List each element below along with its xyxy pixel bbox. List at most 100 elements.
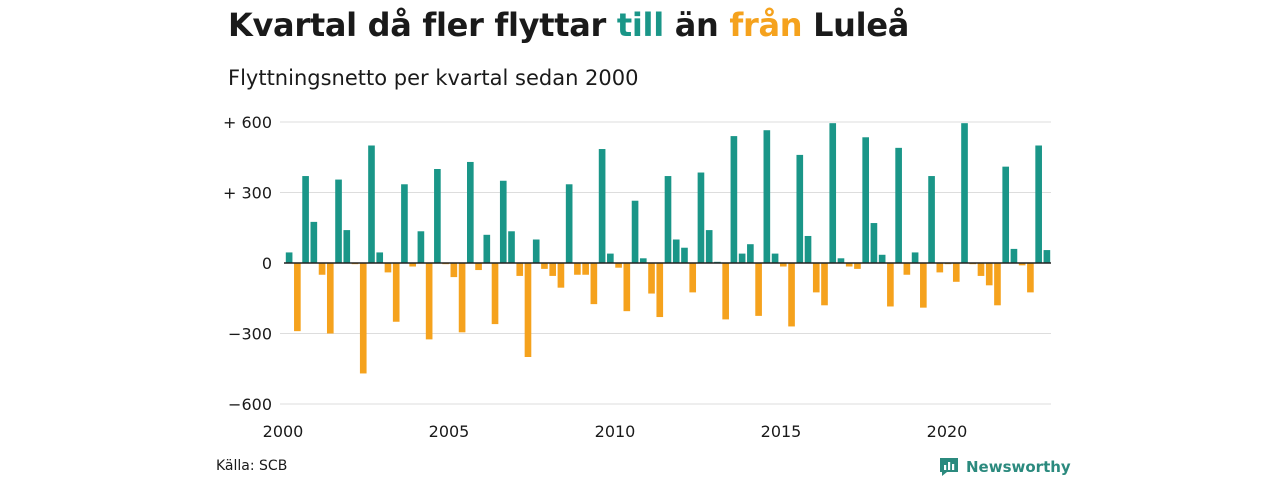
bar-2017-q4 (870, 223, 878, 263)
bar-2013-q4 (738, 253, 746, 263)
bar-2001-q4 (343, 230, 351, 263)
bar-2000-q3 (302, 176, 309, 263)
bar-2010-q2 (623, 263, 631, 312)
bar-2020-q2 (952, 263, 960, 282)
bar-2008-q2 (557, 263, 565, 288)
bar-2011-q2 (656, 263, 664, 318)
bar-2001-q2 (326, 263, 334, 334)
bar-2012-q2 (689, 263, 697, 293)
newsworthy-logo-icon (940, 458, 958, 476)
source-note: Källa: SCB (216, 458, 288, 474)
x-tick-label: 2015 (761, 422, 802, 441)
bar-2007-q2 (524, 263, 532, 357)
bar-2004-q1 (417, 231, 425, 263)
bar-2019-q1 (911, 252, 919, 263)
brand-label: Newsworthy (966, 458, 1071, 476)
y-tick-label: 0 (262, 254, 272, 273)
bar-2020-q3 (961, 123, 968, 264)
bar-2012-q1 (681, 247, 688, 263)
bar-2016-q3 (829, 123, 837, 264)
bar-2003-q3 (401, 184, 408, 263)
bar-2022-q1 (1010, 248, 1018, 263)
bar-2021-q1 (977, 263, 985, 276)
bar-2014-q1 (747, 244, 754, 263)
title-part-3: Luleå (802, 6, 910, 44)
newsworthy-brand: Newsworthy (938, 456, 1071, 478)
bar-2006-q3 (499, 180, 507, 263)
bar-2006-q1 (483, 234, 491, 263)
bar-2013-q2 (722, 263, 729, 320)
y-tick-label: −600 (228, 395, 272, 414)
bar-2002-q3 (368, 145, 375, 263)
bar-2007-q1 (516, 263, 524, 276)
bar-2010-q4 (639, 258, 647, 263)
y-tick-label: −300 (228, 325, 272, 344)
x-tick-label: 2010 (595, 422, 636, 441)
bar-2009-q2 (590, 263, 598, 305)
bar-2015-q2 (788, 263, 795, 327)
bar-2019-q2 (920, 263, 927, 308)
bar-2012-q4 (705, 230, 713, 263)
bar-2008-q3 (565, 184, 573, 263)
bar-2004-q2 (425, 263, 433, 340)
bar-2014-q3 (763, 130, 771, 263)
bar-2018-q2 (887, 263, 894, 307)
bar-2003-q4 (409, 263, 416, 267)
bar-2011-q1 (648, 263, 655, 294)
bar-2011-q4 (672, 239, 680, 263)
bar-2006-q2 (491, 263, 499, 325)
bar-2000-q1 (285, 252, 293, 263)
bar-2010-q1 (615, 263, 622, 268)
y-tick-label: + 300 (223, 184, 272, 203)
bar-2018-q1 (878, 254, 886, 263)
bar-2006-q4 (508, 231, 515, 263)
bar-2015-q1 (779, 263, 787, 267)
bar-2008-q4 (574, 263, 581, 275)
y-tick-label: + 600 (223, 113, 272, 132)
bar-2009-q3 (598, 149, 606, 263)
bar-2000-q2 (294, 263, 301, 332)
bar-2014-q4 (771, 253, 779, 263)
bar-2014-q2 (755, 263, 762, 316)
bar-2015-q4 (804, 235, 812, 263)
bar-2019-q3 (928, 176, 935, 263)
bar-2013-q3 (730, 136, 738, 263)
bar-2017-q1 (845, 263, 853, 267)
bar-2017-q3 (862, 137, 869, 263)
bar-2016-q2 (821, 263, 828, 306)
bar-2010-q3 (631, 200, 639, 263)
bar-2012-q3 (697, 172, 705, 263)
chart-title: Kvartal då fler flyttar till än från Lul… (228, 6, 909, 44)
bar-2022-q4 (1035, 145, 1042, 263)
bar-chart: + 600 + 300 0 −300 −600 2000 2005 2010 2015 2020 (223, 113, 1051, 441)
bar-2021-q4 (1002, 166, 1010, 263)
bar-2005-q3 (467, 161, 474, 263)
chart-subtitle: Flyttningsnetto per kvartal sedan 2000 (228, 66, 639, 90)
bar-2021-q2 (985, 263, 993, 286)
bar-2005-q1 (450, 263, 458, 278)
bar-2009-q1 (582, 263, 589, 275)
title-word-fran: från (729, 6, 803, 44)
bar-2011-q3 (664, 176, 672, 263)
x-axis-tick-labels: 2000 2005 2010 2015 2020 (263, 422, 968, 441)
x-tick-label: 2005 (429, 422, 470, 441)
title-part-2: än (663, 6, 730, 44)
title-part-1: Kvartal då fler flyttar (228, 6, 617, 44)
x-tick-label: 2020 (927, 422, 968, 441)
bar-2023-q1 (1043, 250, 1051, 263)
x-tick-label: 2000 (263, 422, 304, 441)
bar-2021-q3 (994, 263, 1001, 306)
bar-2015-q3 (796, 154, 804, 263)
bar-2019-q4 (936, 263, 944, 273)
y-axis-tick-labels: + 600 + 300 0 −300 −600 (223, 113, 272, 414)
bar-2022-q2 (1018, 263, 1026, 266)
bar-2018-q3 (895, 147, 902, 263)
bar-2008-q1 (549, 263, 557, 276)
bar-2005-q4 (475, 263, 482, 271)
bar-2000-q4 (310, 221, 318, 264)
bar-2017-q2 (854, 263, 861, 269)
bar-2022-q3 (1027, 263, 1034, 293)
bar-2018-q4 (903, 263, 911, 275)
bar-2003-q2 (392, 263, 400, 322)
bar-2004-q3 (434, 169, 441, 263)
